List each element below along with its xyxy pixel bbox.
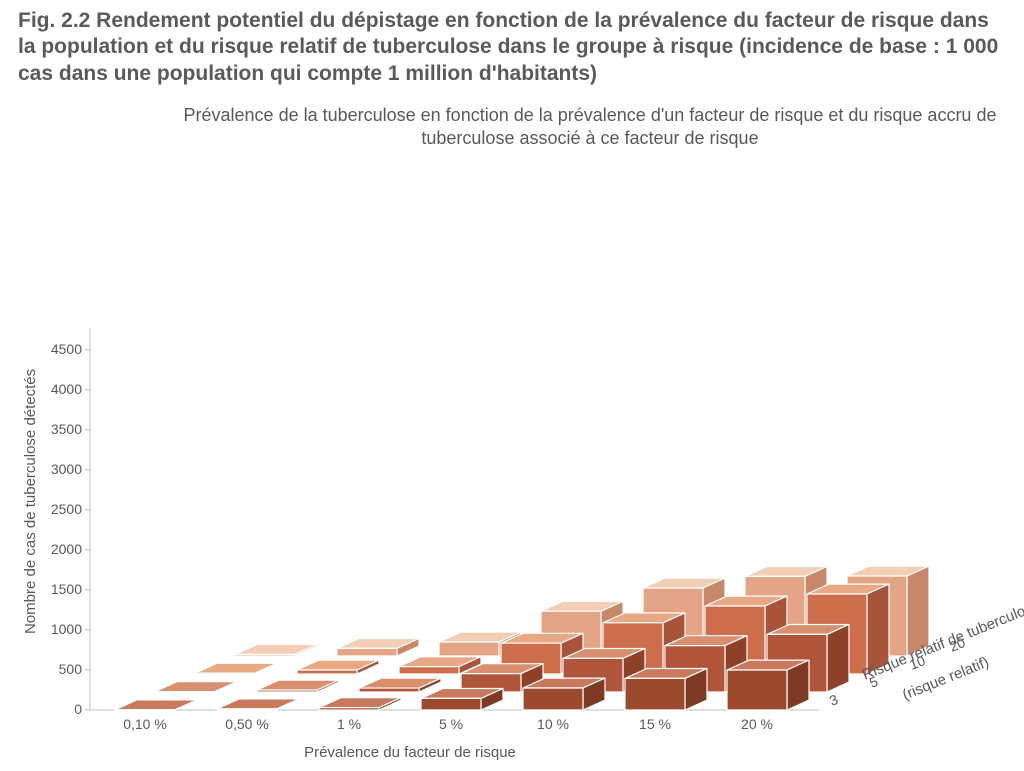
y-tick-label: 4000 — [51, 381, 82, 397]
x-tick-label: 20 % — [727, 716, 787, 732]
y-tick-label: 2500 — [51, 501, 82, 517]
y-tick-label: 0 — [74, 701, 82, 717]
y-tick-label: 500 — [59, 661, 82, 677]
x-tick-label: 1 % — [319, 716, 379, 732]
y-tick-label: 3000 — [51, 461, 82, 477]
x-tick-label: 10 % — [523, 716, 583, 732]
y-tick-label: 1500 — [51, 581, 82, 597]
y-tick-label: 2000 — [51, 541, 82, 557]
bar3d-chart — [0, 0, 1024, 771]
chart-zone — [0, 0, 1024, 771]
y-tick-label: 1000 — [51, 621, 82, 637]
x-tick-label: 15 % — [625, 716, 685, 732]
y-tick-label: 4500 — [51, 341, 82, 357]
x-axis-label: Prévalence du facteur de risque — [260, 744, 560, 761]
x-tick-label: 0,50 % — [217, 716, 277, 732]
x-tick-label: 5 % — [421, 716, 481, 732]
y-axis-label: Nombre de cas de tuberculose détectés — [22, 369, 39, 634]
y-tick-label: 3500 — [51, 421, 82, 437]
x-tick-label: 0,10 % — [115, 716, 175, 732]
